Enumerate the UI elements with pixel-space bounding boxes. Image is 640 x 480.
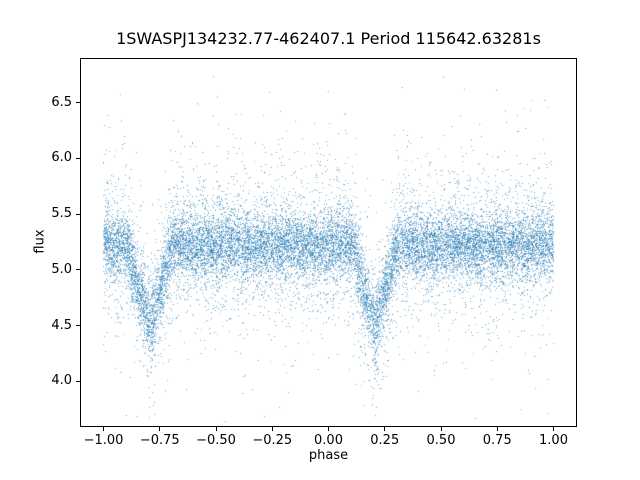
x-tick-mark	[384, 427, 386, 431]
x-tick-label: 0.50	[426, 433, 456, 448]
x-axis-label: phase	[308, 448, 349, 463]
x-tick-mark	[215, 427, 217, 431]
y-tick-mark	[76, 269, 80, 271]
y-tick-label: 5.5	[51, 206, 72, 222]
x-tick-label: 0.00	[314, 433, 343, 448]
x-tick-label: −0.25	[252, 433, 293, 448]
y-tick-mark	[76, 102, 80, 103]
y-tick-label: 5.0	[51, 261, 72, 277]
y-tick-mark	[76, 380, 80, 382]
y-tick-label: 6.5	[51, 94, 72, 110]
chart-title: 1SWASPJ134232.77-462407.1 Period 115642.…	[116, 29, 541, 48]
x-tick-mark	[553, 427, 554, 431]
x-tick-label: 0.25	[370, 433, 400, 448]
x-tick-label: −0.50	[196, 433, 236, 448]
x-tick-label: −1.00	[83, 433, 124, 448]
scatter-points-canvas	[81, 59, 576, 426]
x-tick-label: −0.75	[139, 433, 180, 448]
plot-area	[80, 58, 577, 427]
y-tick-label: 4.0	[51, 373, 72, 389]
x-tick-label: 0.75	[482, 433, 512, 448]
y-tick-mark	[76, 325, 80, 327]
x-tick-label: 1.00	[539, 433, 568, 448]
x-tick-mark	[496, 427, 498, 431]
x-tick-mark	[271, 427, 273, 431]
x-tick-mark	[103, 427, 104, 431]
y-tick-label: 4.5	[51, 317, 72, 333]
y-tick-mark	[76, 157, 80, 159]
x-tick-mark	[328, 427, 329, 431]
y-tick-label: 6.0	[51, 150, 72, 166]
x-tick-mark	[159, 427, 161, 431]
x-tick-mark	[440, 427, 442, 431]
y-tick-mark	[76, 213, 80, 215]
